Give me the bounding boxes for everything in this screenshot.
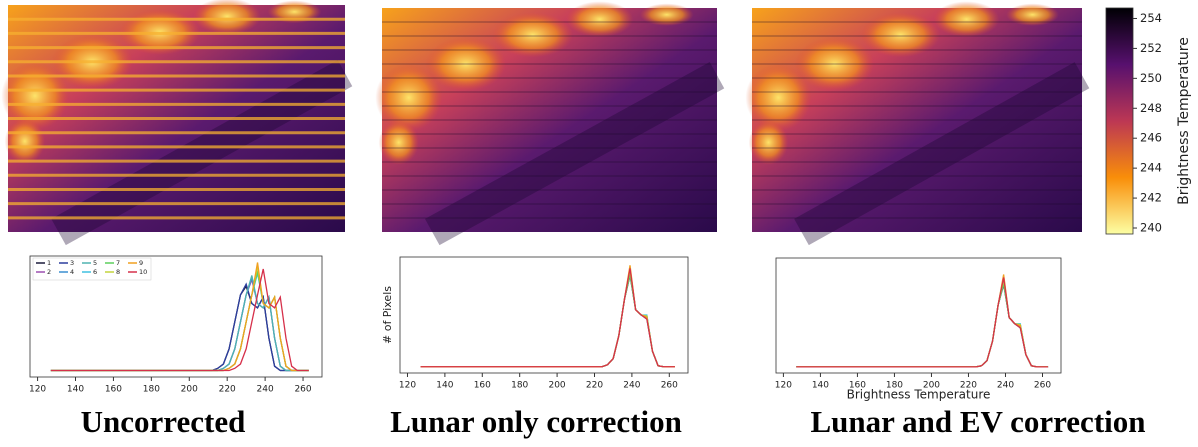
x-tick-label: 240	[623, 381, 640, 391]
heatmap-shade	[51, 59, 353, 246]
x-tick-label: 120	[399, 381, 416, 391]
panel-caption: Lunar and EV correction	[810, 404, 1145, 439]
legend-label: 7	[116, 259, 120, 267]
x-tick-label: 260	[1034, 381, 1051, 391]
legend-label: 8	[116, 268, 120, 276]
x-tick-label: 120	[29, 385, 46, 395]
heatmap-shade	[794, 62, 1090, 246]
colorbar-tick-label: 254	[1140, 11, 1162, 25]
x-tick-label: 260	[294, 385, 311, 395]
x-tick-label: 160	[849, 381, 866, 391]
colorbar-tick-label: 246	[1140, 131, 1162, 145]
x-tick-label: 240	[257, 385, 274, 395]
heatmap-blob	[860, 12, 941, 58]
x-tick-label: 220	[219, 385, 236, 395]
x-tick-label: 180	[511, 381, 528, 391]
y-axis-label: # of Pixels	[381, 286, 394, 344]
x-tick-label: 160	[105, 385, 122, 395]
legend-label: 4	[70, 268, 74, 276]
x-tick-label: 180	[886, 381, 903, 391]
colorbar-tick-label: 248	[1140, 101, 1162, 115]
legend-label: 6	[93, 268, 97, 276]
x-tick-label: 140	[436, 381, 453, 391]
colorbar-tick-label: 240	[1140, 221, 1162, 235]
legend-label: 10	[139, 268, 147, 276]
colorbar-tick-label: 242	[1140, 191, 1162, 205]
colorbar	[1105, 7, 1134, 235]
legend-label: 2	[47, 268, 51, 276]
plot-frame	[775, 257, 1062, 374]
heatmap-blob	[748, 119, 789, 165]
x-tick-label: 240	[997, 381, 1014, 391]
x-axis-label: Brightness Temperature	[847, 388, 991, 402]
x-tick-label: 160	[474, 381, 491, 391]
x-tick-label: 200	[548, 381, 565, 391]
colorbar-tick-label: 250	[1140, 71, 1162, 85]
heatmap-blob	[267, 0, 322, 24]
legend-label: 3	[70, 259, 74, 267]
colorbar-tick-label: 252	[1140, 41, 1162, 55]
heatmap-blob	[566, 1, 634, 38]
panel-caption: Lunar only correction	[390, 404, 682, 439]
x-tick-label: 180	[143, 385, 160, 395]
heatmap-blob	[378, 119, 419, 165]
panel-caption: Uncorrected	[81, 404, 246, 439]
x-tick-label: 120	[775, 381, 792, 391]
heatmap-blob	[1, 61, 69, 130]
histogram-line	[420, 268, 675, 368]
heatmap-shade	[425, 62, 725, 246]
x-tick-label: 140	[67, 385, 84, 395]
x-tick-label: 200	[181, 385, 198, 395]
heatmap-blob	[492, 12, 573, 58]
x-tick-label: 140	[812, 381, 829, 391]
x-tick-label: 200	[923, 381, 940, 391]
heatmap-blob	[4, 118, 46, 164]
x-tick-label: 220	[960, 381, 977, 391]
heatmap-blob	[1006, 3, 1059, 26]
heatmap-blob	[745, 64, 812, 132]
colorbar-label: Brightness Temperature	[1176, 37, 1192, 205]
heatmap-blob	[193, 0, 261, 35]
legend-label: 9	[139, 259, 143, 267]
histogram-line	[50, 268, 309, 372]
heatmap-blob	[933, 1, 1000, 38]
legend-label: 1	[47, 259, 51, 267]
x-tick-label: 260	[661, 381, 678, 391]
legend-label: 5	[93, 259, 97, 267]
heatmap-blob	[639, 3, 694, 26]
heatmap-blob	[375, 64, 443, 132]
colorbar-tick-label: 244	[1140, 161, 1162, 175]
plot-frame	[399, 256, 689, 374]
histogram-line	[796, 277, 1049, 368]
x-tick-label: 220	[586, 381, 603, 391]
